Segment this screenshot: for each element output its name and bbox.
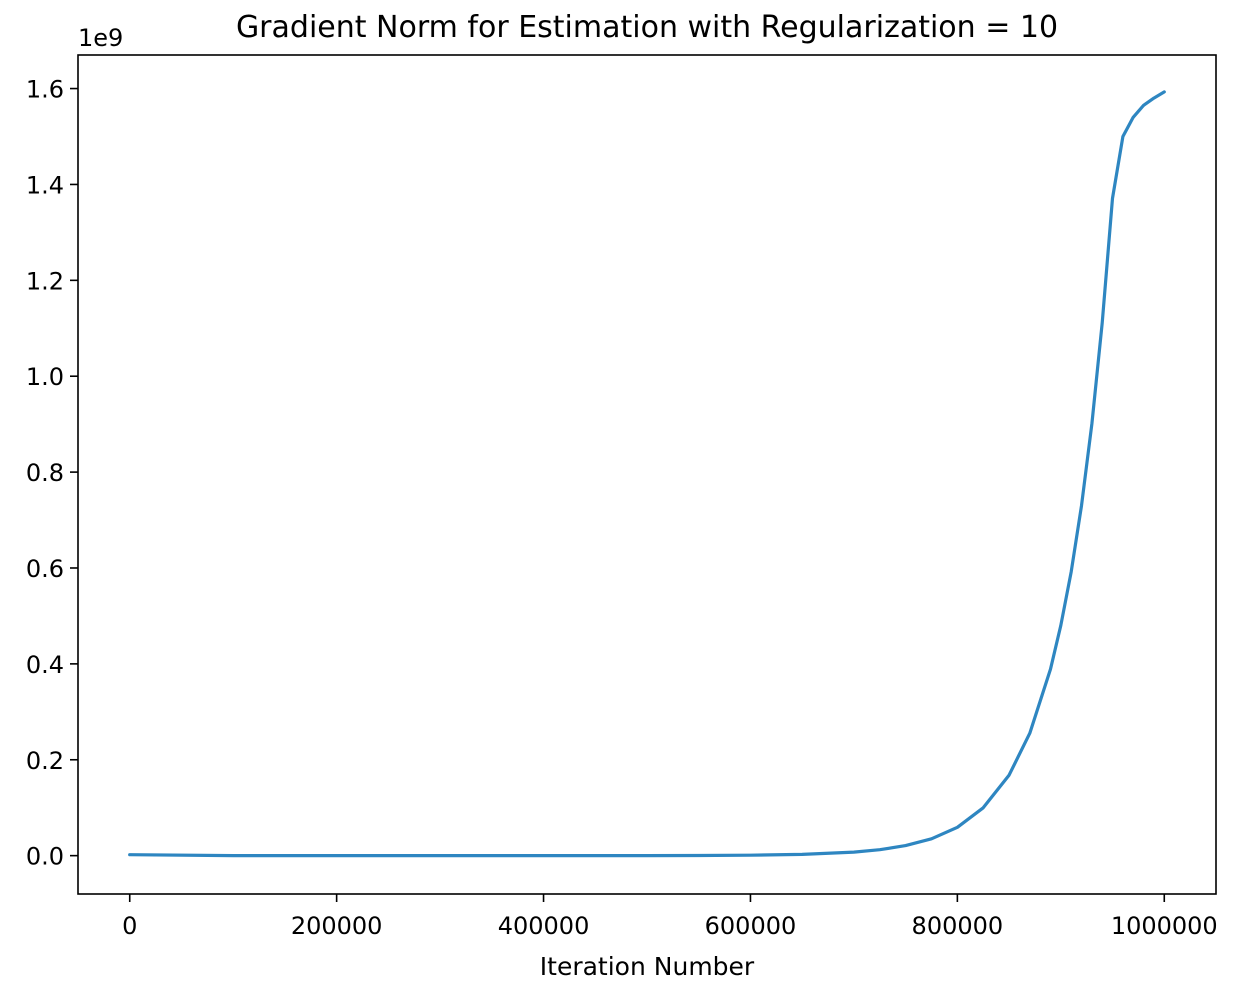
y-tick-label: 1.4 [26, 171, 64, 199]
x-axis-ticks: 0 200000 400000 600000 800000 1000000 [122, 894, 1218, 940]
chart-title: Gradient Norm for Estimation with Regula… [236, 10, 1058, 45]
y-tick-label: 1.6 [26, 76, 64, 104]
x-tick-label: 600000 [705, 912, 797, 940]
y-tick-label: 0.0 [26, 843, 64, 871]
series-line [128, 90, 1166, 858]
y-axis-ticks: 0.0 0.2 0.4 0.6 0.8 1.0 1.2 1.4 1.6 [26, 76, 78, 871]
y-tick-label: 0.2 [26, 747, 64, 775]
series-layer [128, 90, 1166, 858]
x-tick-label: 800000 [912, 912, 1004, 940]
x-tick-label: 1000000 [1111, 912, 1218, 940]
y-tick-label: 0.4 [26, 651, 64, 679]
x-tick-label: 200000 [291, 912, 383, 940]
plot-frame [77, 54, 1217, 895]
y-tick-label: 1.0 [26, 363, 64, 391]
x-tick-label: 0 [122, 912, 137, 940]
y-tick-label: 0.8 [26, 459, 64, 487]
y-offset-label: 1e9 [78, 24, 123, 52]
y-tick-label: 1.2 [26, 267, 64, 295]
y-tick-label: 0.6 [26, 555, 64, 583]
x-axis-label: Iteration Number [540, 952, 755, 981]
x-tick-label: 400000 [498, 912, 590, 940]
